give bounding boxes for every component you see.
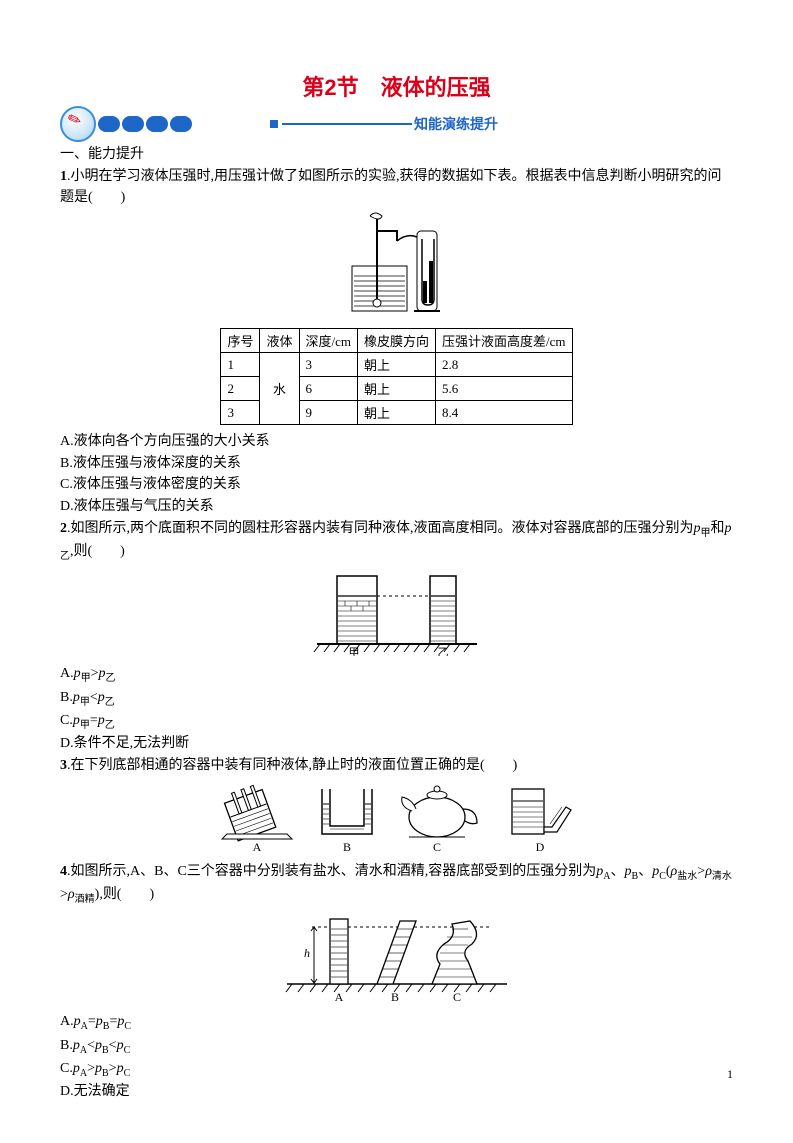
q2-optD: D.条件不足,无法判断 <box>60 733 733 755</box>
banner-label: 知能演练提升 <box>414 114 498 134</box>
q1-optA: A.液体向各个方向压强的大小关系 <box>60 431 733 453</box>
th-1: 液体 <box>260 329 299 353</box>
th-0: 序号 <box>221 329 260 353</box>
svg-text:B: B <box>342 840 350 854</box>
q4-diagram: h A B C <box>60 909 733 1009</box>
svg-text:C: C <box>432 840 440 854</box>
q1-table: 序号 液体 深度/cm 橡皮膜方向 压强计液面高度差/cm 1 水 3 朝上 2… <box>220 328 572 425</box>
q3-diagram: A B <box>60 779 733 859</box>
svg-text:乙: 乙 <box>437 646 448 656</box>
svg-text:C: C <box>452 990 460 1004</box>
q1-num: 1 <box>60 169 67 184</box>
q2-num: 2 <box>60 521 67 536</box>
page-number: 1 <box>727 1067 733 1082</box>
svg-text:D: D <box>535 840 544 854</box>
q1-text: .小明在学习液体压强时,用压强计做了如图所示的实验,获得的数据如下表。根据表中信… <box>60 169 722 206</box>
section-banner: 知能演练提升 <box>60 110 733 138</box>
th-3: 橡皮膜方向 <box>358 329 436 353</box>
page-title: 第2节 液体的压强 <box>60 70 733 102</box>
q1-diagram <box>60 211 733 326</box>
q4-optD: D.无法确定 <box>60 1081 733 1103</box>
q4-optA: A.pA=pB=pC <box>60 1011 733 1034</box>
q2-diagram: 甲 乙 <box>60 566 733 661</box>
banner-pills <box>98 116 192 132</box>
svg-text:甲: 甲 <box>348 647 359 656</box>
banner-line <box>282 123 412 125</box>
q4-optC: C.pA>pB>pC <box>60 1058 733 1081</box>
svg-text:B: B <box>390 990 398 1004</box>
section-heading: 一、能力提升 <box>60 144 733 166</box>
q4-num: 4 <box>60 864 67 879</box>
q3-stem: 3.在下列底部相通的容器中装有同种液体,静止时的液面位置正确的是( ) <box>60 755 733 777</box>
q4-stem: 4.如图所示,A、B、C三个容器中分别装有盐水、清水和酒精,容器底部受到的压强分… <box>60 861 733 908</box>
th-4: 压强计液面高度差/cm <box>436 329 573 353</box>
table-row: 1 水 3 朝上 2.8 <box>221 353 572 377</box>
q2-optC: C.p甲=p乙 <box>60 710 733 733</box>
q1-optD: D.液体压强与气压的关系 <box>60 496 733 518</box>
q2-stem: 2.如图所示,两个底面积不同的圆柱形容器内装有同种液体,液面高度相同。液体对容器… <box>60 518 733 565</box>
pencil-icon <box>60 106 96 142</box>
svg-text:h: h <box>304 946 310 960</box>
banner-square <box>270 120 278 128</box>
svg-text:A: A <box>252 840 261 854</box>
q1-optB: B.液体压强与液体深度的关系 <box>60 453 733 475</box>
q1-stem: 1.小明在学习液体压强时,用压强计做了如图所示的实验,获得的数据如下表。根据表中… <box>60 166 733 209</box>
q4-options: A.pA=pB=pC B.pA<pB<pC C.pA>pB>pC D.无法确定 <box>60 1011 733 1103</box>
q3-num: 3 <box>60 758 67 773</box>
q4-optB: B.pA<pB<pC <box>60 1035 733 1058</box>
q2-options: A.p甲>p乙 B.p甲<p乙 C.p甲=p乙 D.条件不足,无法判断 <box>60 663 733 755</box>
q2-optB: B.p甲<p乙 <box>60 687 733 710</box>
svg-text:A: A <box>334 990 343 1004</box>
q1-options: A.液体向各个方向压强的大小关系 B.液体压强与液体深度的关系 C.液体压强与液… <box>60 431 733 518</box>
th-2: 深度/cm <box>299 329 358 353</box>
q1-optC: C.液体压强与液体密度的关系 <box>60 474 733 496</box>
q2-optA: A.p甲>p乙 <box>60 663 733 686</box>
